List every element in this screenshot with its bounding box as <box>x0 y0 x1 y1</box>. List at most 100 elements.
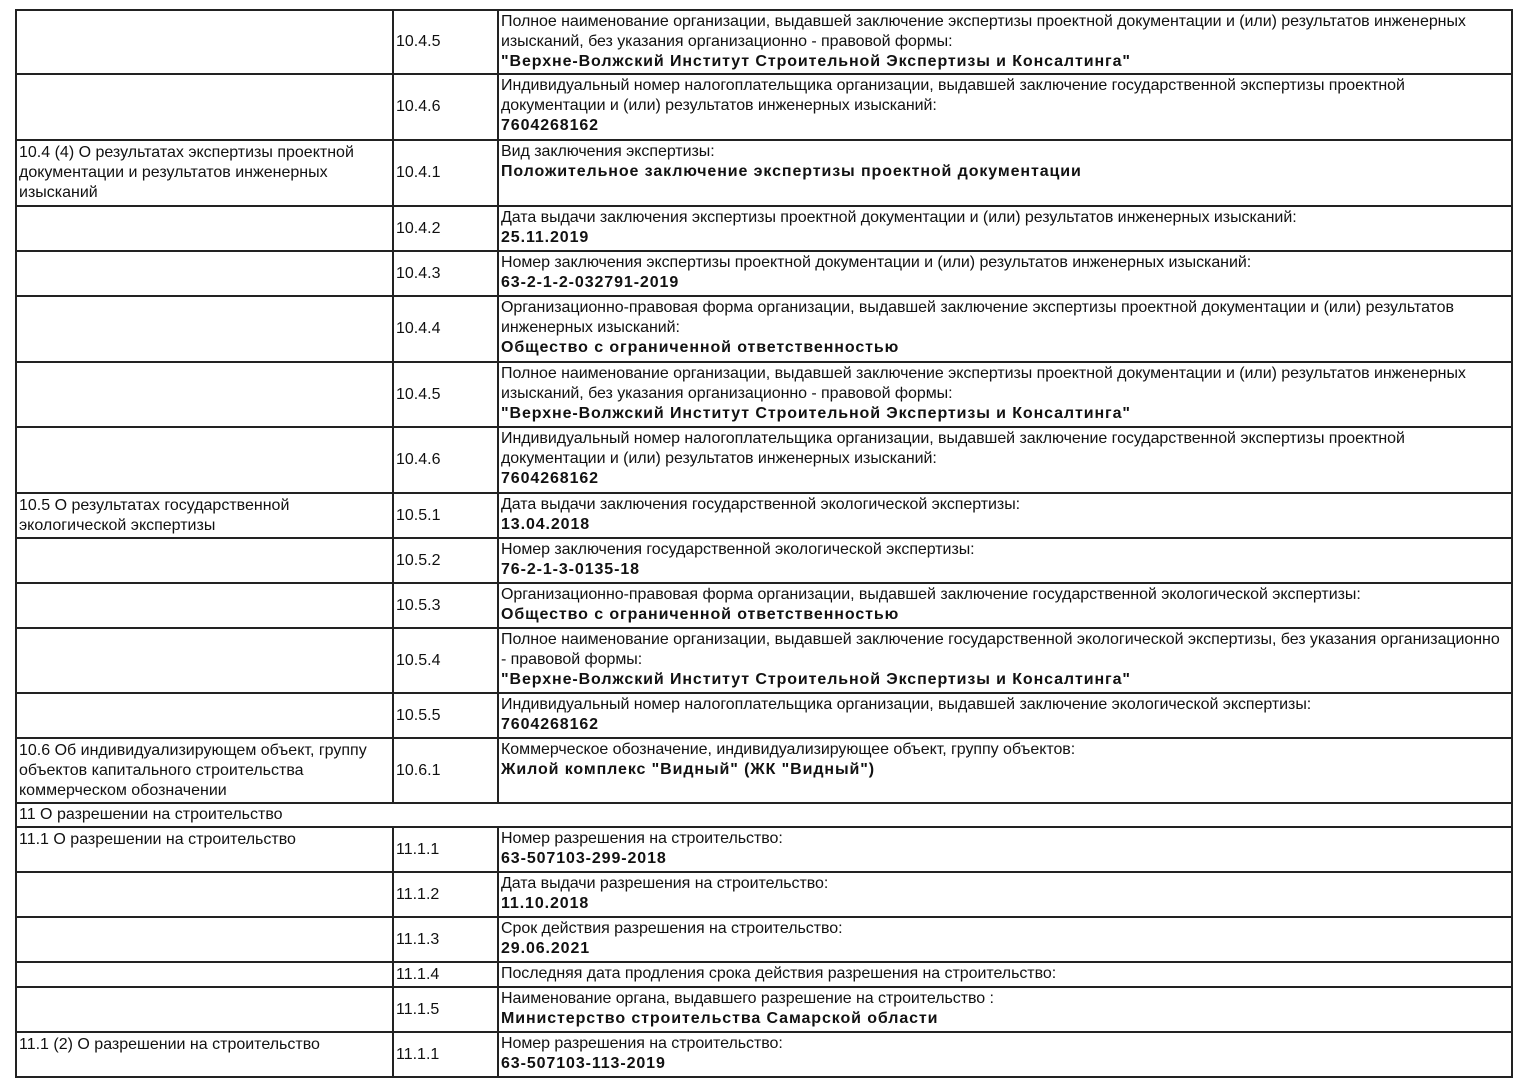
item-label: Срок действия разрешения на строительств… <box>501 920 843 937</box>
item-value: "Верхне-Волжский Институт Строительной Э… <box>501 53 1131 70</box>
item-code: 10.4.2 <box>392 205 499 252</box>
section-cell <box>15 9 394 75</box>
table-row: 10.4.5 Полное наименование организации, в… <box>15 9 1513 75</box>
item-label: Полное наименование организации, выдавше… <box>501 13 1466 50</box>
item-code: 10.6.1 <box>392 737 499 804</box>
section-cell: 10.4 (4) О результатах экспертизы проект… <box>15 139 394 207</box>
item-code: 11.1.3 <box>392 916 499 963</box>
section-cell <box>15 961 394 988</box>
item-content: Организационно-правовая форма организаци… <box>497 295 1513 363</box>
item-label: Дата выдачи заключения государственной э… <box>501 496 1021 513</box>
item-content: Индивидуальный номер налогоплательщика о… <box>497 426 1513 494</box>
item-code: 10.5.4 <box>392 627 499 694</box>
table-row: 10.4.3 Номер заключения экспертизы проект… <box>15 250 1513 297</box>
item-value: 29.06.2021 <box>501 940 591 957</box>
item-label: Последняя дата продления срока действия … <box>501 965 1057 982</box>
section-cell <box>15 73 394 141</box>
section-cell <box>15 295 394 363</box>
item-label: Дата выдачи разрешения на строительство: <box>501 875 829 892</box>
item-value: 13.04.2018 <box>501 516 591 533</box>
table-row: 11.1.4 Последняя дата продления срока дей… <box>15 961 1513 988</box>
item-code: 11.1.4 <box>392 961 499 988</box>
item-label: Индивидуальный номер налогоплательщика о… <box>501 77 1405 114</box>
item-content: Наименование органа, выдавшего разрешени… <box>497 986 1513 1033</box>
item-code: 10.5.5 <box>392 692 499 739</box>
item-value: Общество с ограниченной ответственностью <box>501 606 900 623</box>
item-label: Полное наименование организации, выдавше… <box>501 365 1466 402</box>
table-row: 10.4.5 Полное наименование организации, в… <box>15 361 1513 428</box>
table-row: 11.1.5 Наименование органа, выдавшего раз… <box>15 986 1513 1033</box>
item-content: Срок действия разрешения на строительств… <box>497 916 1513 963</box>
section-cell <box>15 871 394 918</box>
table-body: 10.4.5 Полное наименование организации, в… <box>15 9 1513 1078</box>
table-row: 10.4.4 Организационно-правовая форма орга… <box>15 295 1513 363</box>
item-content: Дата выдачи заключения экспертизы проект… <box>497 205 1513 252</box>
item-label: Индивидуальный номер налогоплательщика о… <box>501 430 1405 467</box>
item-value: Положительное заключение экспертизы прое… <box>501 163 1082 180</box>
table-row: 11.1 О разрешении на строительство 11.1.1… <box>15 826 1513 873</box>
item-label: Организационно-правовая форма организаци… <box>501 299 1454 336</box>
item-code: 10.4.1 <box>392 139 499 207</box>
item-value: "Верхне-Волжский Институт Строительной Э… <box>501 671 1131 688</box>
table-row: 11.1.3 Срок действия разрешения на строит… <box>15 916 1513 963</box>
item-value: 76-2-1-3-0135-18 <box>501 561 640 578</box>
item-content: Индивидуальный номер налогоплательщика о… <box>497 73 1513 141</box>
item-content: Вид заключения экспертизы: Положительное … <box>497 139 1513 207</box>
item-code: 11.1.1 <box>392 826 499 873</box>
table-row: 10.4 (4) О результатах экспертизы проект… <box>15 139 1513 207</box>
section-cell: 10.5 О результатах государственной эколо… <box>15 492 394 539</box>
item-content: Коммерческое обозначение, индивидуализир… <box>497 737 1513 804</box>
section-cell <box>15 361 394 428</box>
item-label: Номер заключения экспертизы проектной до… <box>501 254 1252 271</box>
table-row: 10.5 О результатах государственной эколо… <box>15 492 1513 539</box>
section-cell <box>15 986 394 1033</box>
table-row: 11.1 (2) О разрешении на строительство 11… <box>15 1031 1513 1078</box>
table-row: 10.4.2 Дата выдачи заключения экспертизы … <box>15 205 1513 252</box>
item-code: 11.1.1 <box>392 1031 499 1078</box>
item-code: 10.5.3 <box>392 582 499 629</box>
table-row: 10.4.6 Индивидуальный номер налогоплатель… <box>15 73 1513 141</box>
section-cell <box>15 537 394 584</box>
item-code: 10.5.1 <box>392 492 499 539</box>
item-content: Номер заключения государственной экологи… <box>497 537 1513 584</box>
item-content: Номер разрешения на строительство: 63-507… <box>497 1031 1513 1078</box>
section-cell: 10.6 Об индивидуализирующем объект, груп… <box>15 737 394 804</box>
table-row: 10.5.2 Номер заключения государственной э… <box>15 537 1513 584</box>
item-value: "Верхне-Волжский Институт Строительной Э… <box>501 405 1131 422</box>
declaration-table: 10.4.5 Полное наименование организации, в… <box>15 9 1513 1078</box>
item-label: Полное наименование организации, выдавше… <box>501 631 1500 668</box>
item-label: Дата выдачи заключения экспертизы проект… <box>501 209 1297 226</box>
section-heading-row: 11 О разрешении на строительство <box>15 802 1513 828</box>
item-label: Номер заключения государственной экологи… <box>501 541 975 558</box>
item-code: 10.4.5 <box>392 9 499 75</box>
item-content: Номер заключения экспертизы проектной до… <box>497 250 1513 297</box>
item-value: Министерство строительства Самарской обл… <box>501 1010 939 1027</box>
table-row: 10.6 Об индивидуализирующем объект, груп… <box>15 737 1513 804</box>
item-label: Организационно-правовая форма организаци… <box>501 586 1361 603</box>
item-value: 63-507103-113-2019 <box>501 1055 666 1072</box>
item-label: Номер разрешения на строительство: <box>501 830 783 847</box>
item-content: Полное наименование организации, выдавше… <box>497 361 1513 428</box>
item-value: 63-2-1-2-032791-2019 <box>501 274 680 291</box>
item-value: Общество с ограниченной ответственностью <box>501 339 900 356</box>
section-cell <box>15 916 394 963</box>
section-cell <box>15 426 394 494</box>
table-row: 10.5.5 Индивидуальный номер налогоплатель… <box>15 692 1513 739</box>
item-content: Последняя дата продления срока действия … <box>497 961 1513 988</box>
section-cell <box>15 250 394 297</box>
section-cell <box>15 692 394 739</box>
section-cell <box>15 627 394 694</box>
item-value: 7604268162 <box>501 716 599 733</box>
item-content: Дата выдачи заключения государственной э… <box>497 492 1513 539</box>
item-content: Номер разрешения на строительство: 63-507… <box>497 826 1513 873</box>
item-code: 10.4.3 <box>392 250 499 297</box>
section-cell <box>15 205 394 252</box>
table-row: 11.1.2 Дата выдачи разрешения на строител… <box>15 871 1513 918</box>
item-value: 7604268162 <box>501 117 599 134</box>
table-row: 10.5.4 Полное наименование организации, в… <box>15 627 1513 694</box>
section-cell <box>15 582 394 629</box>
item-code: 11.1.5 <box>392 986 499 1033</box>
section-cell: 11.1 О разрешении на строительство <box>15 826 394 873</box>
table-row: 10.5.3 Организационно-правовая форма орга… <box>15 582 1513 629</box>
section-cell: 11.1 (2) О разрешении на строительство <box>15 1031 394 1078</box>
